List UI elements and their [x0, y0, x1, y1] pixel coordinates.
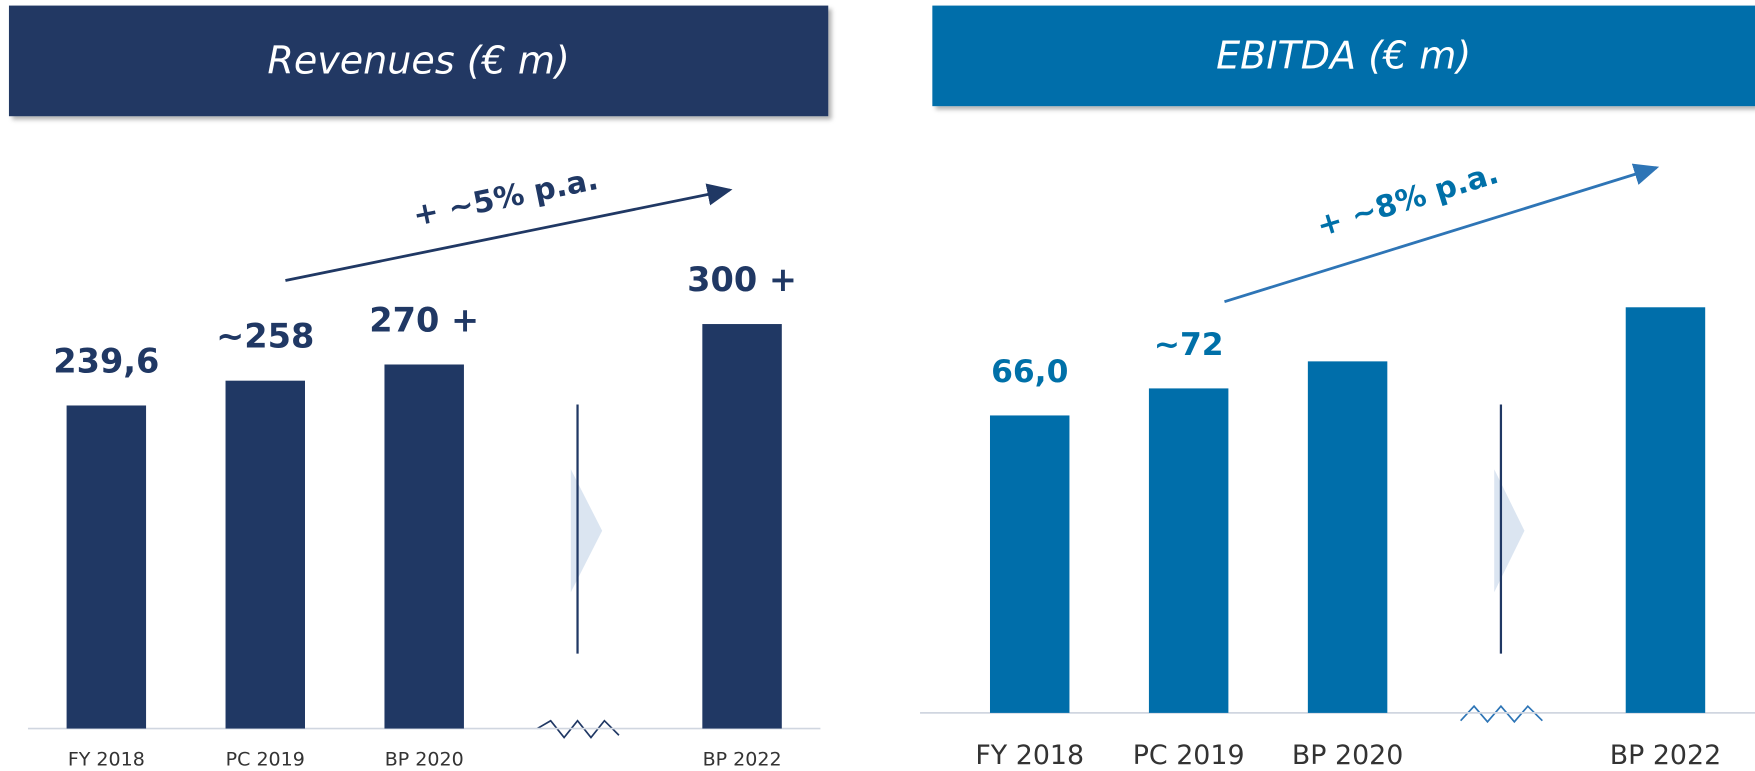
value-label: 239,6 — [53, 342, 159, 381]
title-banner — [8, 5, 829, 117]
bar — [1625, 307, 1706, 713]
break-marker — [1460, 404, 1543, 724]
bar — [702, 324, 782, 729]
x-tick-label: PC 2019 — [1133, 740, 1245, 771]
x-tick-label: FY 2018 — [68, 748, 145, 770]
value-label: 300 + — [687, 260, 797, 299]
x-tick-label: BP 2022 — [1610, 740, 1721, 771]
title-banner — [932, 5, 1755, 107]
bar — [1307, 361, 1388, 713]
x-tick-label: BP 2022 — [703, 748, 782, 770]
x-tick-label: FY 2018 — [975, 740, 1084, 771]
growth-annotation: + ~8% p.a. — [1313, 156, 1503, 244]
x-tick-label: BP 2020 — [385, 748, 464, 770]
bar — [66, 405, 147, 729]
chart-title: EBITDA (€ m) — [1216, 34, 1471, 78]
x-tick-label: PC 2019 — [226, 748, 305, 770]
bar — [989, 415, 1070, 713]
bar — [1148, 388, 1229, 713]
break-marker — [536, 404, 620, 739]
value-label: 270 + — [369, 301, 479, 340]
value-label: 66,0 — [991, 354, 1068, 390]
x-tick-label: BP 2020 — [1292, 740, 1403, 771]
bar — [384, 364, 464, 729]
growth-arrow — [285, 183, 733, 282]
bar — [225, 380, 305, 729]
value-label: ~72 — [1154, 327, 1224, 363]
chart-title: Revenues (€ m) — [267, 39, 569, 83]
growth-arrow — [1224, 163, 1660, 304]
value-label: ~258 — [216, 317, 314, 356]
